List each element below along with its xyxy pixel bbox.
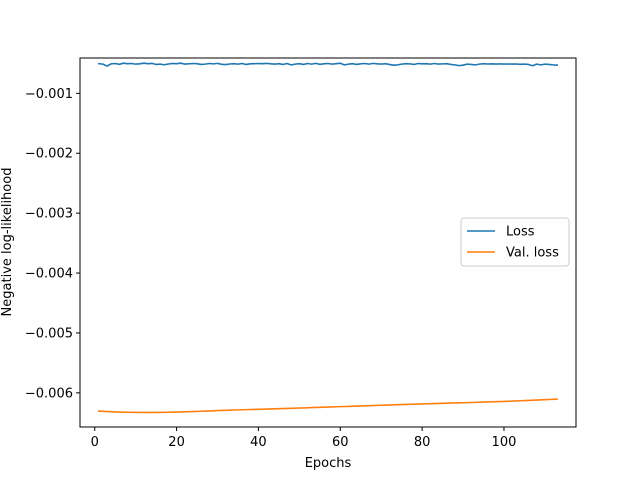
y-tick-label: −0.001 [25,87,73,102]
series-line-1 [97,62,558,67]
x-tick-label: 40 [250,435,267,450]
series-line-2 [97,398,559,414]
y-tick-label: −0.005 [25,326,73,341]
y-tick-label: −0.004 [25,267,73,282]
series-layer [97,62,559,414]
legend-box [460,217,570,267]
y-tick-label: −0.003 [25,207,73,222]
x-tick-label: 60 [332,435,349,450]
x-tick-label: 100 [492,435,517,450]
y-tick-label: −0.002 [25,147,73,162]
legend-label-2: Val. loss [506,246,559,261]
legend-label-1: Loss [506,225,535,240]
y-tick-label: −0.006 [25,386,73,401]
y-axis-title: Negative log-likelihood [0,168,15,317]
x-tick-label: 80 [414,435,431,450]
legend: Loss Val. loss [460,217,570,267]
x-axis-title: Epochs [305,456,352,471]
y-axis: −0.006 −0.005 −0.004 −0.003 −0.002 −0.001 [25,87,80,401]
x-tick-label: 0 [91,435,99,450]
plot-frame [79,57,577,428]
x-axis: 0 20 40 60 80 100 [91,427,517,450]
x-tick-label: 20 [168,435,185,450]
